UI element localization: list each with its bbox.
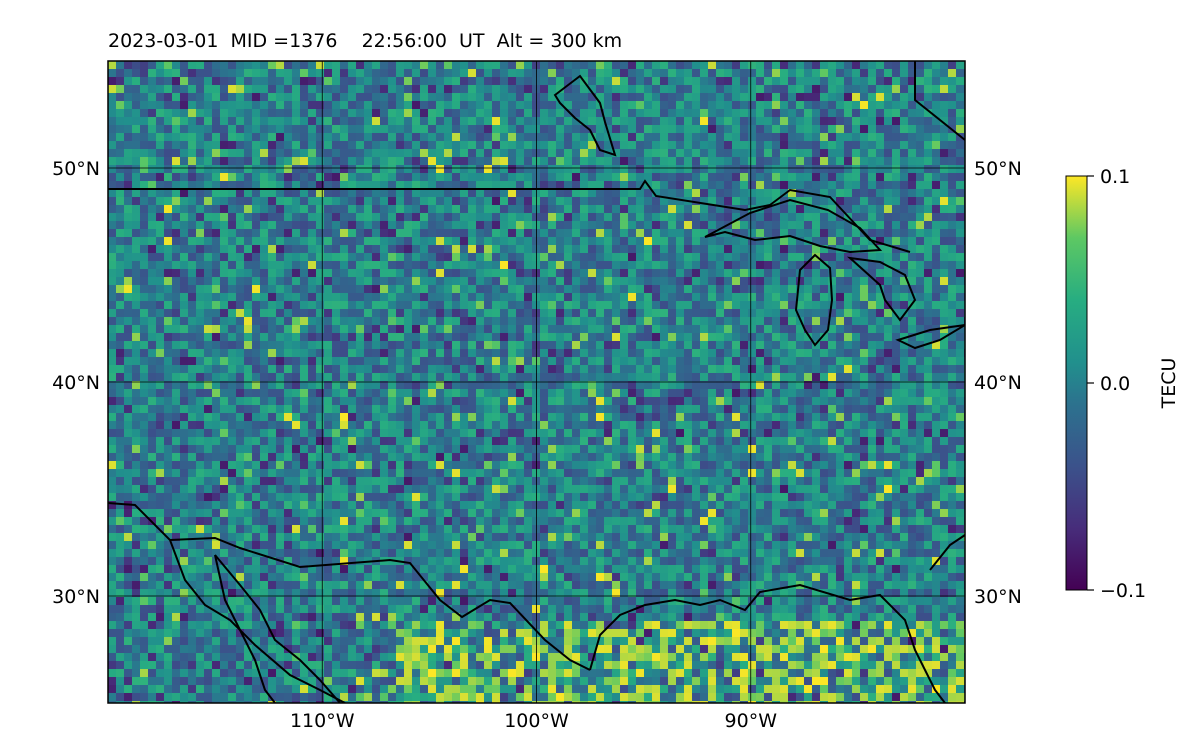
colorbar-tick-label: 0.0 (1100, 373, 1130, 395)
us-mexico-border (169, 536, 591, 671)
lake-michigan (794, 253, 834, 347)
baja-peninsula (214, 554, 276, 703)
figure-title: 2023-03-01 MID =1376 22:56:00 UT Alt = 3… (108, 30, 623, 52)
lake-huron (846, 256, 917, 322)
lat-tick-label-right: 40°N (974, 372, 1022, 394)
hudson-bay-coast (553, 74, 617, 157)
lon-tick-label: 110°W (290, 710, 355, 732)
map-frame (107, 60, 966, 704)
atlantic-coast (929, 534, 965, 571)
northeast-coast (914, 61, 965, 141)
colorbar-scale (1065, 175, 1088, 591)
colorbar-ticks: 0.1 0.0 −0.1 (1087, 166, 1146, 602)
lake-superior (704, 198, 883, 254)
lat-tick-label-left: 30°N (52, 586, 100, 608)
coastlines (108, 61, 965, 703)
colorbar-label: TECU (1158, 358, 1180, 410)
lon-tick-label: 90°W (725, 710, 778, 732)
pacific-coast (108, 502, 346, 703)
tec-cell-field (108, 61, 965, 703)
lat-tick-label-left: 40°N (52, 372, 100, 394)
lon-tick-label: 100°W (504, 710, 569, 732)
gulf-coast (589, 583, 946, 703)
lat-tick-label-left: 50°N (52, 158, 100, 180)
axis-tick-labels: 50°N 50°N 40°N 40°N 30°N 30°N 110°W 100°W 90°W (52, 158, 1022, 732)
us-canada-border (108, 179, 911, 253)
lake-erie (895, 324, 965, 350)
lat-tick-label-right: 30°N (974, 586, 1022, 608)
baja-gulf-coast (214, 554, 341, 703)
colorbar-tick-label: 0.1 (1100, 166, 1130, 188)
graticule (108, 61, 965, 703)
colorbar-tick-label: −0.1 (1100, 580, 1146, 602)
lat-tick-label-right: 50°N (974, 158, 1022, 180)
